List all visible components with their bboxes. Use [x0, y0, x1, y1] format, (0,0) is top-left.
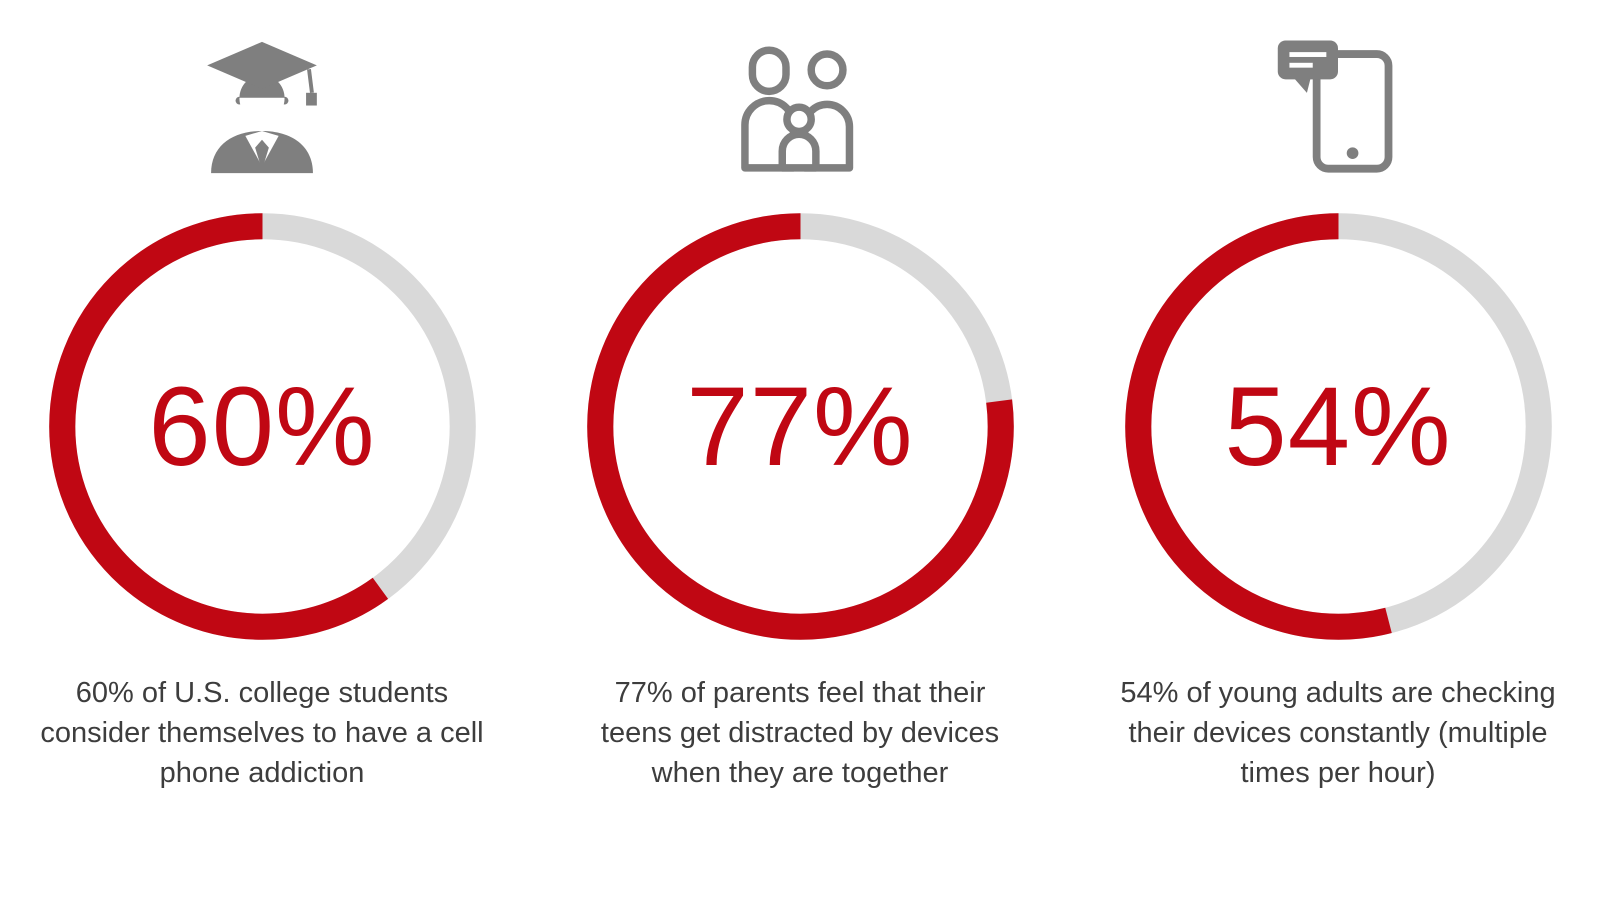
- graduate-student-icon: [207, 41, 317, 174]
- phone-message-icon: [1270, 26, 1406, 178]
- donut-ring: [48, 213, 476, 640]
- stat-value: 60%: [148, 364, 376, 489]
- donut-chart-parents: 77%: [578, 204, 1023, 649]
- stat-value: 54%: [1224, 364, 1452, 489]
- stat-caption: 77% of parents feel that their teens get…: [600, 677, 1000, 790]
- graduate-student-icon: [193, 26, 331, 178]
- donut-ring: [1124, 213, 1552, 640]
- phone-message-icon: [1277, 40, 1393, 173]
- donut-ring: [586, 213, 1014, 640]
- donut-chart-young-adults: 54%: [1116, 204, 1561, 649]
- donut-chart-college-students: 60%: [40, 204, 485, 649]
- family-icon: [741, 46, 854, 172]
- stat-value: 77%: [686, 364, 914, 489]
- family-icon: [730, 26, 870, 178]
- stat-young-adults: 54% 54% of young adults are checking the…: [1098, 26, 1578, 793]
- stat-parents: 77% 77% of parents feel that their teens…: [560, 26, 1040, 793]
- stat-caption: 60% of U.S. college students consider th…: [40, 677, 484, 790]
- stat-caption: 54% of young adults are checking their d…: [1120, 677, 1556, 790]
- stat-college-students: 60% 60% of U.S. college students conside…: [22, 26, 502, 793]
